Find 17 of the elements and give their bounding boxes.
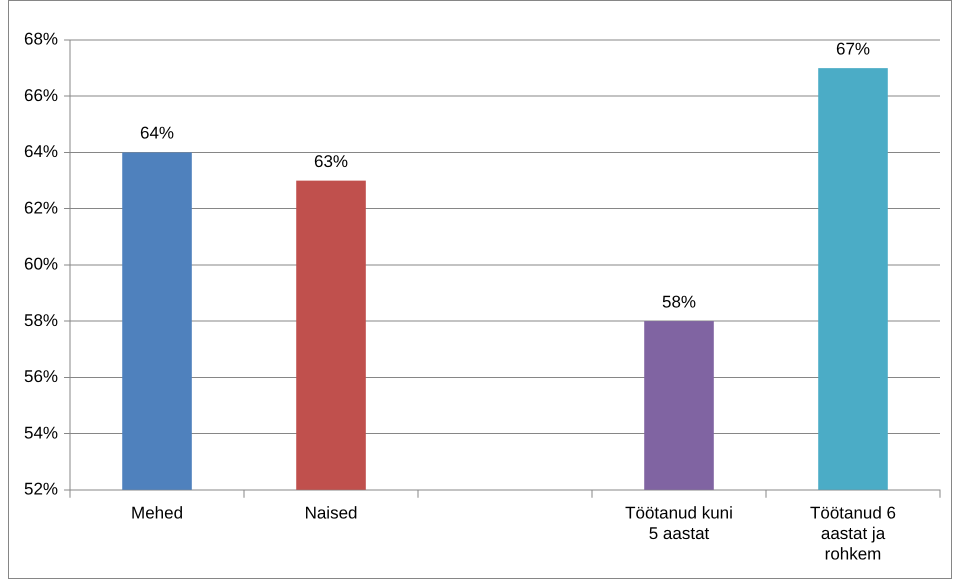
y-tick-label: 52% (24, 479, 58, 498)
x-tick-label: Mehed (131, 504, 184, 523)
y-tick-label: 64% (24, 142, 58, 162)
x-tick-label: Naised (304, 504, 358, 523)
data-label: 58% (662, 292, 696, 312)
x-tick-label: Töötanud kuni 5 aastat (625, 504, 733, 544)
y-tick-label: 66% (24, 86, 58, 105)
data-label: 67% (836, 39, 870, 58)
data-label: 64% (140, 124, 174, 143)
y-tick-label: 54% (24, 423, 58, 442)
y-tick-label: 60% (24, 254, 58, 274)
y-tick-label: 62% (24, 198, 58, 218)
y-tick-label: 58% (24, 310, 58, 330)
data-label: 63% (314, 152, 348, 171)
y-tick-label: 56% (24, 367, 58, 386)
y-tick-label: 68% (24, 30, 58, 49)
x-tick-label: Töötanud 6 aastat ja rohkem (810, 504, 896, 564)
